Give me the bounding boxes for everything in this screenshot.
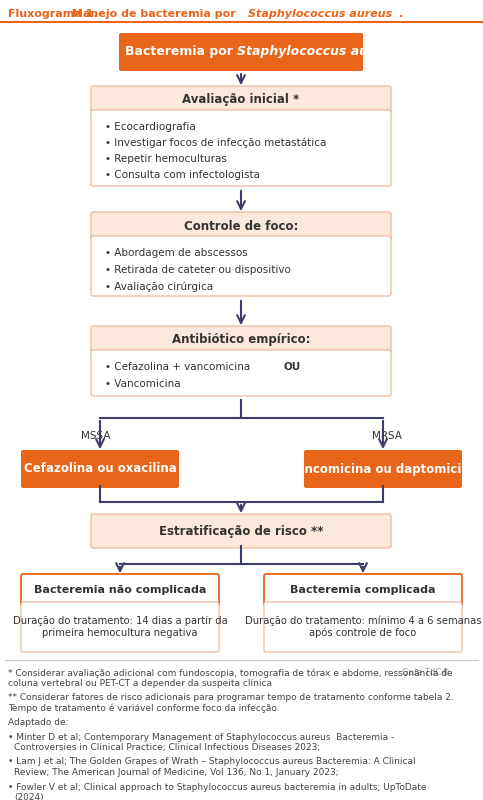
Text: • Avaliação cirúrgica: • Avaliação cirúrgica — [105, 282, 213, 293]
Text: • Lam J et al; The Golden Grapes of Wrath – Staphylococcus aureus Bacteremia: A : • Lam J et al; The Golden Grapes of Wrat… — [8, 758, 416, 766]
Text: Fluxograma 1.: Fluxograma 1. — [8, 9, 98, 19]
Text: Bacteremia complicada: Bacteremia complicada — [290, 585, 436, 595]
Text: Controle de foco:: Controle de foco: — [184, 219, 298, 233]
Text: coluna vertebral ou PET-CT a depender da suspeita clínica: coluna vertebral ou PET-CT a depender da… — [8, 678, 272, 687]
FancyBboxPatch shape — [21, 574, 219, 606]
FancyBboxPatch shape — [264, 602, 462, 652]
Text: Antibiótico empírico:: Antibiótico empírico: — [172, 334, 310, 346]
Text: Manejo de bacteremia por: Manejo de bacteremia por — [68, 9, 240, 19]
Text: • Investigar focos de infecção metastática: • Investigar focos de infecção metastáti… — [105, 138, 327, 149]
FancyBboxPatch shape — [91, 236, 391, 296]
FancyBboxPatch shape — [119, 33, 363, 71]
FancyBboxPatch shape — [91, 110, 391, 186]
FancyBboxPatch shape — [264, 574, 462, 606]
Text: MSSA: MSSA — [81, 431, 111, 441]
Text: Review; The American Journal of Medicine, Vol 136, No 1, January 2023;: Review; The American Journal of Medicine… — [14, 768, 339, 777]
Text: * Considerar avaliação adicional com fundoscopia, tomografia de tórax e abdome, : * Considerar avaliação adicional com fun… — [8, 668, 453, 678]
Text: ** Considerar fatores de risco adicionais para programar tempo de tratamento con: ** Considerar fatores de risco adicionai… — [8, 693, 454, 702]
Text: Duração do tratamento: mínimo 4 a 6 semanas
após controle de foco: Duração do tratamento: mínimo 4 a 6 sema… — [245, 616, 481, 638]
Text: .: . — [399, 9, 403, 19]
Text: Adaptado de:: Adaptado de: — [8, 718, 69, 727]
Text: • Abordagem de abscessos: • Abordagem de abscessos — [105, 248, 248, 258]
Text: MRSA: MRSA — [372, 431, 402, 441]
Text: Estratificação de risco **: Estratificação de risco ** — [159, 525, 323, 538]
FancyBboxPatch shape — [21, 450, 179, 488]
Text: Duração do tratamento: 14 dias a partir da
primeira hemocultura negativa: Duração do tratamento: 14 dias a partir … — [13, 616, 227, 638]
Text: • Ecocardiografia: • Ecocardiografia — [105, 122, 196, 132]
Text: Staphylococcus aureus: Staphylococcus aureus — [237, 46, 399, 58]
Text: OU: OU — [283, 362, 300, 372]
FancyBboxPatch shape — [91, 514, 391, 548]
Text: • Retirada de cateter ou dispositivo: • Retirada de cateter ou dispositivo — [105, 265, 291, 275]
Text: Bacteremia não complicada: Bacteremia não complicada — [34, 585, 206, 595]
Text: • Fowler V et al; Clinical approach to Staphylococcus aureus bacteremia in adult: • Fowler V et al; Clinical approach to S… — [8, 782, 426, 791]
Text: Vancomicina ou daptomicina: Vancomicina ou daptomicina — [288, 462, 478, 475]
FancyBboxPatch shape — [91, 326, 391, 354]
Text: • Consulta com infectologista: • Consulta com infectologista — [105, 170, 260, 180]
Text: Controversies in Clinical Practice; Clinical Infectious Diseases 2023;: Controversies in Clinical Practice; Clin… — [14, 743, 320, 752]
FancyBboxPatch shape — [91, 350, 391, 396]
Text: • Repetir hemoculturas: • Repetir hemoculturas — [105, 154, 227, 164]
Text: • Cefazolina + vancomicina: • Cefazolina + vancomicina — [105, 362, 254, 372]
FancyBboxPatch shape — [91, 212, 391, 240]
Text: Bacteremia por: Bacteremia por — [125, 46, 237, 58]
Text: • Minter D et al; Contemporary Management of Staphylococcus aureus  Bacteremia -: • Minter D et al; Contemporary Managemen… — [8, 733, 394, 742]
Text: • Vancomicina: • Vancomicina — [105, 379, 181, 389]
Text: (2024): (2024) — [14, 793, 43, 800]
Text: Avaliação inicial *: Avaliação inicial * — [183, 94, 299, 106]
Text: Cefazolina ou oxacilina: Cefazolina ou oxacilina — [24, 462, 176, 475]
Text: Guia TdC®: Guia TdC® — [402, 668, 450, 677]
Text: Tempo de tratamento é variável conforme foco da infecção.: Tempo de tratamento é variável conforme … — [8, 703, 280, 713]
FancyBboxPatch shape — [21, 602, 219, 652]
FancyBboxPatch shape — [91, 86, 391, 114]
Text: Staphylococcus aureus: Staphylococcus aureus — [248, 9, 392, 19]
FancyBboxPatch shape — [304, 450, 462, 488]
